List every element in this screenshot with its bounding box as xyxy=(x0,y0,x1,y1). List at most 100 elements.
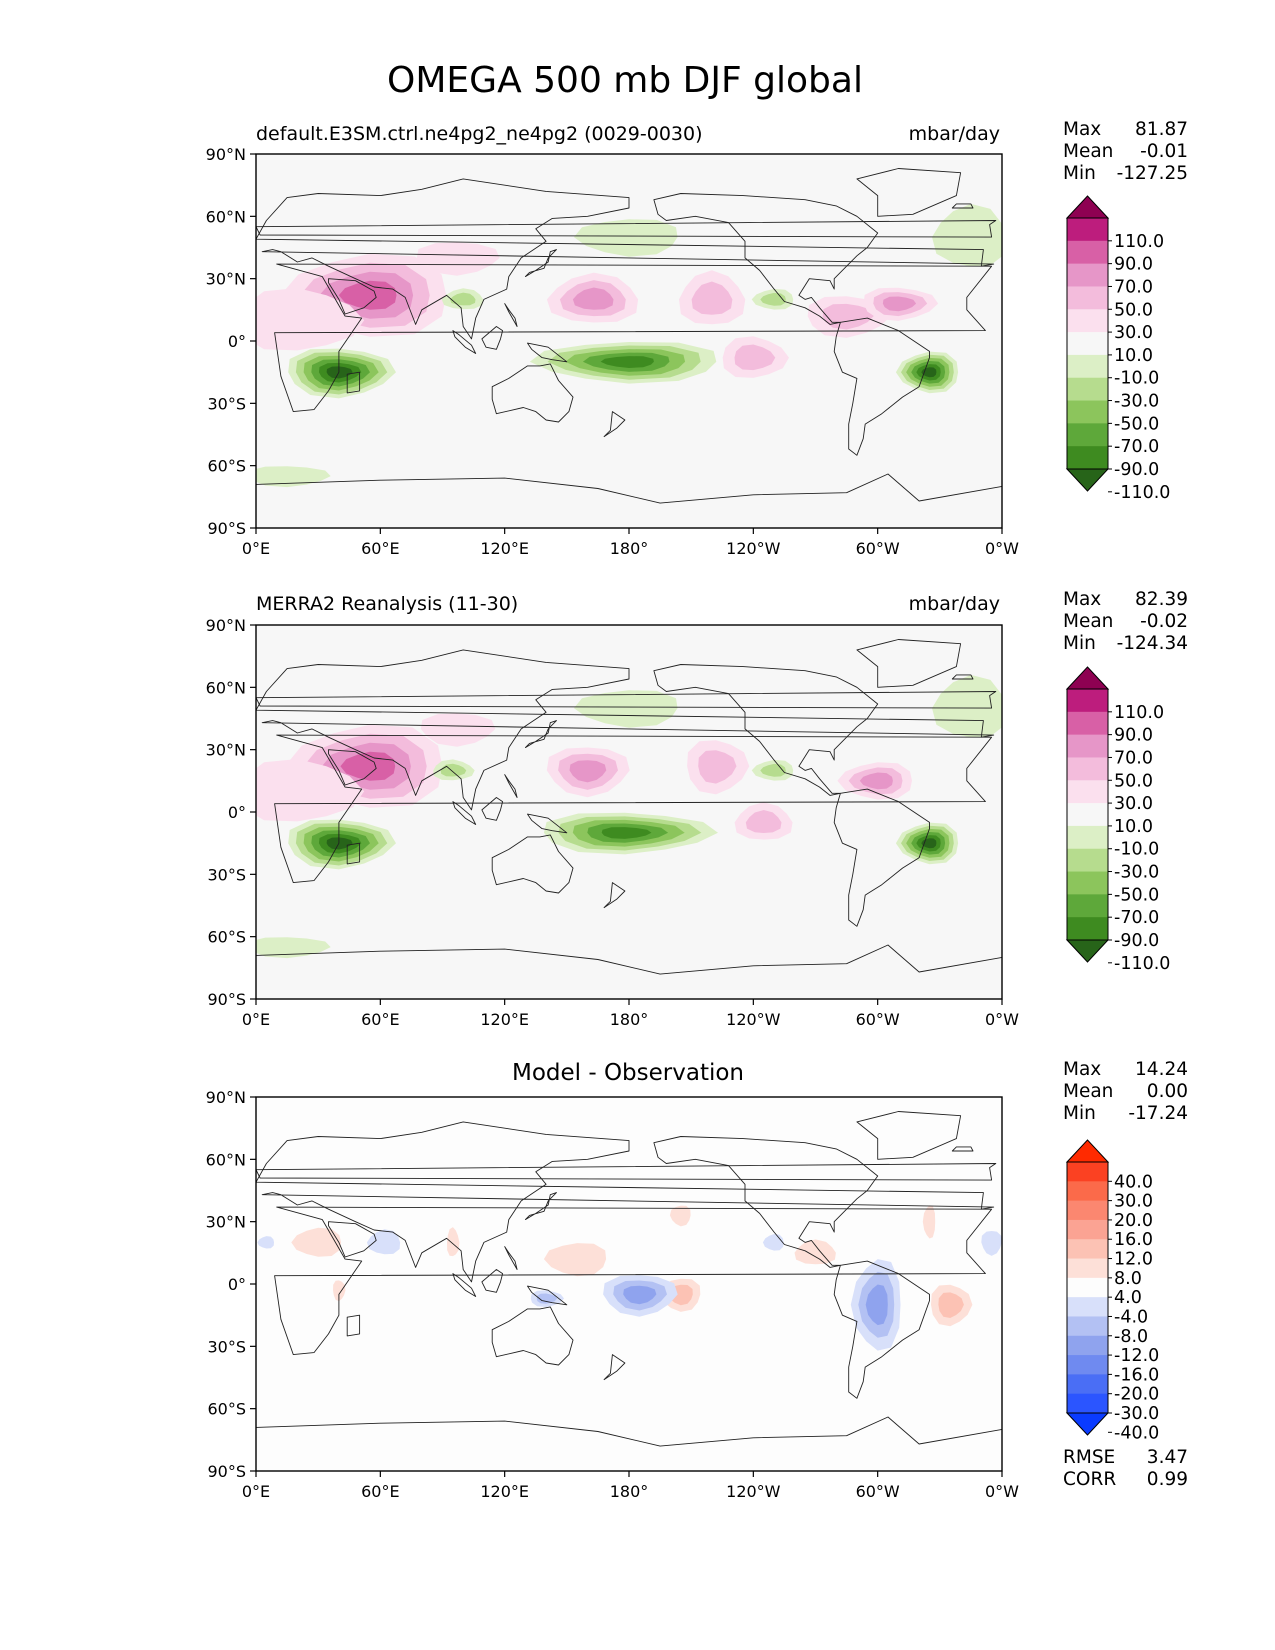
colorbar-segment xyxy=(1067,1258,1108,1279)
lat-tick-label: 30°N xyxy=(206,1213,246,1232)
lon-tick-label: 60°W xyxy=(856,1010,900,1029)
stat-mean-label: Mean xyxy=(1063,611,1113,632)
contour-fill xyxy=(762,1234,784,1251)
coastline-new-guinea xyxy=(527,342,568,363)
lon-tick-label: 0°W xyxy=(985,1010,1019,1029)
stats-box: Max 82.39 Mean -0.02 Min -124.34 xyxy=(1063,589,1188,654)
coastline-philippines xyxy=(504,1246,518,1270)
contour-fill xyxy=(256,466,331,488)
colorbar-tick-label: 10.0 xyxy=(1114,346,1153,366)
contour-fill xyxy=(669,1205,691,1227)
stat-max-label: Max xyxy=(1063,1059,1101,1080)
colorbar-extend-max xyxy=(1065,195,1110,219)
field-layer xyxy=(256,1097,1002,1471)
colorbar-tick-label: 110.0 xyxy=(1114,232,1164,252)
colorbar-segment xyxy=(1067,1162,1108,1182)
colorbar-frame xyxy=(1066,217,1109,470)
figure-title: OMEGA 500 mb DJF global xyxy=(387,60,863,101)
coastline-new-guinea xyxy=(527,1285,568,1306)
colorbar-segment xyxy=(1067,1297,1108,1317)
lat-tick-label: 30°S xyxy=(207,1337,246,1356)
colorbar-tick-label: 110.0 xyxy=(1114,703,1164,723)
contour-fill xyxy=(569,760,607,783)
stat-max-value: 14.24 xyxy=(1135,1059,1188,1080)
lat-tick-label: 60°N xyxy=(206,1150,246,1169)
colorbar-segment xyxy=(1067,1374,1108,1395)
colorbar-frame xyxy=(1066,688,1109,941)
contour-fill xyxy=(573,690,678,728)
colorbar-segment xyxy=(1067,354,1108,379)
metric-corr-value: 0.99 xyxy=(1147,1469,1188,1490)
lon-tick-label: 120°E xyxy=(480,539,529,558)
lon-tick-label: 120°E xyxy=(480,1010,529,1029)
colorbar-segment xyxy=(1067,734,1108,758)
lat-tick-label: 30°S xyxy=(207,394,246,413)
map-test: 90°N 60°N 30°N 0° 30°S 60°S 90°S0°E 60°E 120°E 18… xyxy=(206,145,1020,558)
colorbar-segment xyxy=(1067,894,1108,918)
stat-max-value: 82.39 xyxy=(1135,589,1188,610)
colorbar-tick-label: -10.0 xyxy=(1114,369,1159,389)
colorbar-segment xyxy=(1067,309,1108,333)
contour-fill xyxy=(865,1284,888,1326)
colorbar-tick-label: -90.0 xyxy=(1114,460,1159,480)
stat-max-label: Max xyxy=(1063,119,1101,140)
map-background xyxy=(256,625,1002,999)
colorbar-tick-label: 90.0 xyxy=(1114,255,1153,275)
coastline-south-america xyxy=(833,317,930,456)
colorbar-tick-label: -70.0 xyxy=(1114,908,1159,928)
contour-fill xyxy=(922,1205,936,1239)
colorbar-segment xyxy=(1067,1277,1108,1298)
colorbar-tick-label: 50.0 xyxy=(1114,771,1153,791)
coastline-britain xyxy=(256,691,997,709)
contour-fill xyxy=(447,1227,460,1257)
stat-min-value: -124.34 xyxy=(1117,633,1188,654)
colorbar-diff: 40.030.020.016.012.08.04.0-4.0-8.0-12.0-… xyxy=(1065,1139,1159,1443)
colorbar-tick-label: -50.0 xyxy=(1114,414,1159,434)
colorbar-segment xyxy=(1067,917,1108,941)
lat-tick-label: 60°S xyxy=(207,1400,246,1419)
colorbar-segment xyxy=(1067,1219,1108,1240)
lon-tick-label: 120°W xyxy=(726,1482,781,1501)
panel-left-title: default.E3SM.ctrl.ne4pg2_ne4pg2 (0029-00… xyxy=(256,123,703,145)
coastline-madagascar xyxy=(346,1314,361,1337)
colorbar-segment xyxy=(1067,848,1108,873)
stat-max-label: Max xyxy=(1063,589,1101,610)
lon-tick-label: 60°E xyxy=(361,1010,399,1029)
contour-fill xyxy=(333,1280,346,1302)
contour-fill xyxy=(573,219,678,257)
colorbar-segment xyxy=(1067,446,1108,470)
lon-tick-label: 60°W xyxy=(856,1482,900,1501)
coastline-arabia xyxy=(328,1221,377,1258)
colorbar-segment xyxy=(1067,400,1108,424)
lat-tick-label: 90°S xyxy=(207,519,246,538)
coastlines xyxy=(256,639,1002,999)
colorbar-tick-label: -8.0 xyxy=(1114,1327,1148,1347)
contour-fill xyxy=(981,1231,1002,1256)
lat-tick-label: 90°N xyxy=(206,145,246,164)
coastline-sumatra xyxy=(452,330,477,354)
contour-fill xyxy=(938,1292,964,1318)
colorbar-tick-label: -12.0 xyxy=(1114,1346,1159,1366)
colorbar-tick-label: -90.0 xyxy=(1114,931,1159,951)
colorbar-segment xyxy=(1067,825,1108,850)
coastline-sumatra xyxy=(452,801,477,825)
contour-fill xyxy=(450,292,476,306)
colorbar-tick-label: 12.0 xyxy=(1114,1250,1153,1270)
contour-fill xyxy=(420,713,496,747)
coastline-japan xyxy=(524,720,557,749)
colorbar-segment xyxy=(1067,1393,1108,1414)
colorbar-tick-label: 70.0 xyxy=(1114,748,1153,768)
stat-max-value: 81.87 xyxy=(1135,119,1188,140)
lon-tick-label: 0°E xyxy=(242,1010,270,1029)
lat-tick-label: 90°N xyxy=(206,616,246,635)
coastline-philippines xyxy=(504,774,518,798)
metrics-box: RMSE 3.47 CORR 0.99 xyxy=(1063,1447,1188,1490)
coastline-madagascar xyxy=(346,371,361,394)
coastline-antarctica xyxy=(256,1416,1002,1471)
lon-tick-label: 120°E xyxy=(480,1482,529,1501)
colorbar-segment xyxy=(1067,803,1108,827)
colorbar-segment xyxy=(1067,1181,1108,1202)
colorbar-segment xyxy=(1067,780,1108,804)
lon-tick-label: 60°E xyxy=(361,539,399,558)
contour-fill xyxy=(932,674,1002,738)
